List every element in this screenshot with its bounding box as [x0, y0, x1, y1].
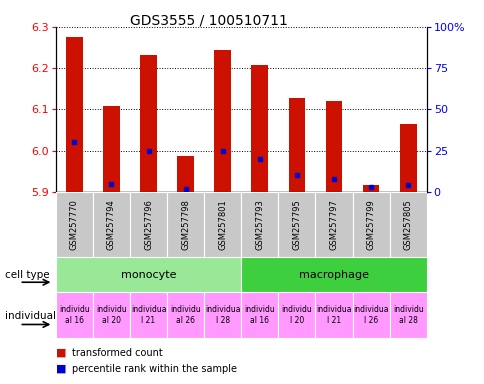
Text: individu
al 20: individu al 20 [96, 305, 126, 324]
Text: individu
al 26: individu al 26 [170, 305, 200, 324]
Bar [352, 292, 389, 338]
Bar [241, 192, 278, 257]
Text: individual: individual [5, 311, 56, 321]
Bar [278, 192, 315, 257]
Text: macrophage: macrophage [299, 270, 368, 280]
Bar [214, 50, 230, 192]
Bar [362, 185, 378, 192]
Text: ■: ■ [56, 364, 66, 374]
Bar [56, 257, 241, 292]
Bar [103, 106, 120, 192]
Text: individua
l 28: individua l 28 [205, 305, 240, 324]
Text: ■: ■ [56, 348, 66, 358]
Text: transformed count: transformed count [72, 348, 162, 358]
Text: GSM257793: GSM257793 [255, 199, 264, 250]
Text: percentile rank within the sample: percentile rank within the sample [72, 364, 236, 374]
Text: GSM257770: GSM257770 [70, 199, 79, 250]
Text: individu
al 28: individu al 28 [392, 305, 423, 324]
Text: GDS3555 / 100510711: GDS3555 / 100510711 [129, 13, 287, 27]
Bar [130, 292, 166, 338]
Bar [56, 292, 93, 338]
Bar [66, 37, 82, 192]
Bar [130, 192, 166, 257]
Bar [251, 65, 268, 192]
Bar [177, 156, 194, 192]
Text: GSM257805: GSM257805 [403, 199, 412, 250]
Text: individua
l 26: individua l 26 [353, 305, 388, 324]
Text: GSM257799: GSM257799 [366, 199, 375, 250]
Bar [140, 55, 156, 192]
Text: GSM257798: GSM257798 [181, 199, 190, 250]
Text: individua
l 21: individua l 21 [316, 305, 351, 324]
Text: individu
al 16: individu al 16 [59, 305, 90, 324]
Text: monocyte: monocyte [121, 270, 176, 280]
Text: GSM257801: GSM257801 [218, 199, 227, 250]
Bar [399, 124, 416, 192]
Text: GSM257796: GSM257796 [144, 199, 153, 250]
Bar [204, 292, 241, 338]
Bar [166, 192, 204, 257]
Bar [389, 292, 426, 338]
Bar [352, 192, 389, 257]
Text: GSM257795: GSM257795 [292, 199, 301, 250]
Bar [241, 257, 426, 292]
Bar [315, 292, 352, 338]
Bar [241, 292, 278, 338]
Bar [288, 98, 304, 192]
Bar [389, 192, 426, 257]
Text: GSM257794: GSM257794 [106, 199, 116, 250]
Bar [204, 192, 241, 257]
Bar [56, 192, 93, 257]
Text: individu
l 20: individu l 20 [281, 305, 312, 324]
Text: cell type: cell type [5, 270, 49, 280]
Bar [278, 292, 315, 338]
Text: individu
al 16: individu al 16 [244, 305, 274, 324]
Bar [166, 292, 204, 338]
Bar [315, 192, 352, 257]
Bar [93, 192, 130, 257]
Bar [325, 101, 342, 192]
Text: individua
l 21: individua l 21 [131, 305, 166, 324]
Text: GSM257797: GSM257797 [329, 199, 338, 250]
Bar [93, 292, 130, 338]
